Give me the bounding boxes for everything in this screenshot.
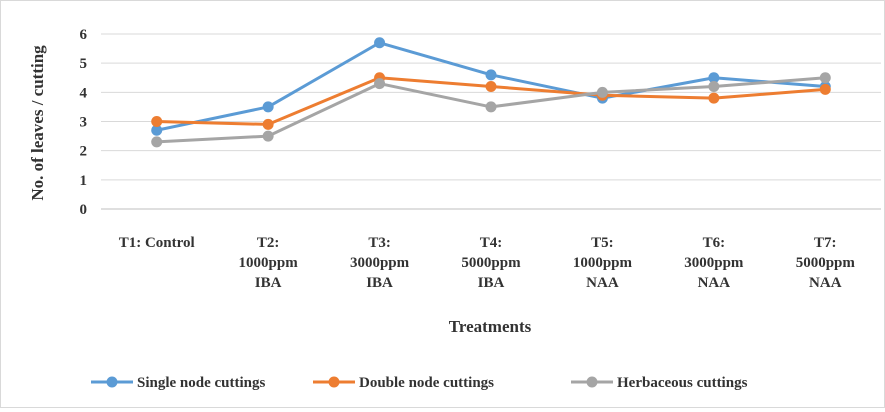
data-point	[262, 118, 274, 130]
x-tick-label: T4: 5000ppm IBA	[461, 235, 521, 291]
data-point	[262, 101, 274, 113]
legend-item: Herbaceous cuttings	[571, 375, 748, 391]
x-tick-label: T1: Control	[119, 235, 195, 251]
x-tick-label: T7: 5000ppm NAA	[796, 235, 856, 291]
y-tick-label: 5	[80, 56, 88, 72]
legend-label: Herbaceous cuttings	[617, 375, 748, 391]
legend-label: Double node cuttings	[359, 375, 494, 391]
data-point	[485, 101, 497, 113]
legend-item: Double node cuttings	[313, 375, 494, 391]
x-tick-label: T6: 3000ppm NAA	[684, 235, 744, 291]
x-tick-label: T5: 1000ppm NAA	[573, 235, 633, 291]
data-point	[151, 124, 163, 136]
x-axis-ticks: T1: Control T2: 1000ppm IBA T3: 3000ppm IBA T4:…	[119, 235, 856, 291]
x-tick-label: T2: 1000ppm IBA	[239, 235, 299, 291]
y-tick-label: 2	[80, 144, 88, 160]
y-axis-title: No. of leaves / cutting	[28, 45, 47, 201]
y-tick-label: 0	[80, 202, 88, 218]
y-tick-label: 1	[80, 173, 88, 189]
x-axis-title: Treatments	[449, 317, 532, 336]
x-tick-label: T3: 3000ppm IBA	[350, 235, 410, 291]
data-point	[708, 72, 720, 84]
y-tick-label: 3	[80, 115, 88, 131]
y-tick-label: 4	[80, 85, 88, 101]
legend-marker	[586, 376, 598, 388]
data-point	[485, 69, 497, 81]
data-point	[151, 116, 163, 127]
legend-label: Single node cuttings	[137, 375, 266, 391]
y-axis-ticks: 0 1 2 3 4 5 6	[80, 27, 88, 218]
data-point	[708, 81, 720, 92]
data-point	[819, 83, 831, 95]
data-point	[374, 78, 386, 90]
series-lines	[151, 37, 831, 148]
data-point	[374, 37, 386, 49]
data-point	[485, 81, 497, 92]
data-point	[151, 136, 163, 148]
data-point	[708, 92, 720, 104]
gridlines	[101, 33, 881, 210]
legend-marker	[106, 376, 118, 388]
data-point	[596, 86, 608, 98]
y-tick-label: 6	[80, 27, 88, 43]
legend: Single node cuttings Double node cuttings…	[91, 375, 748, 391]
data-point	[262, 130, 274, 142]
legend-item: Single node cuttings	[91, 375, 266, 391]
legend-marker	[328, 376, 340, 388]
data-point	[819, 72, 831, 84]
